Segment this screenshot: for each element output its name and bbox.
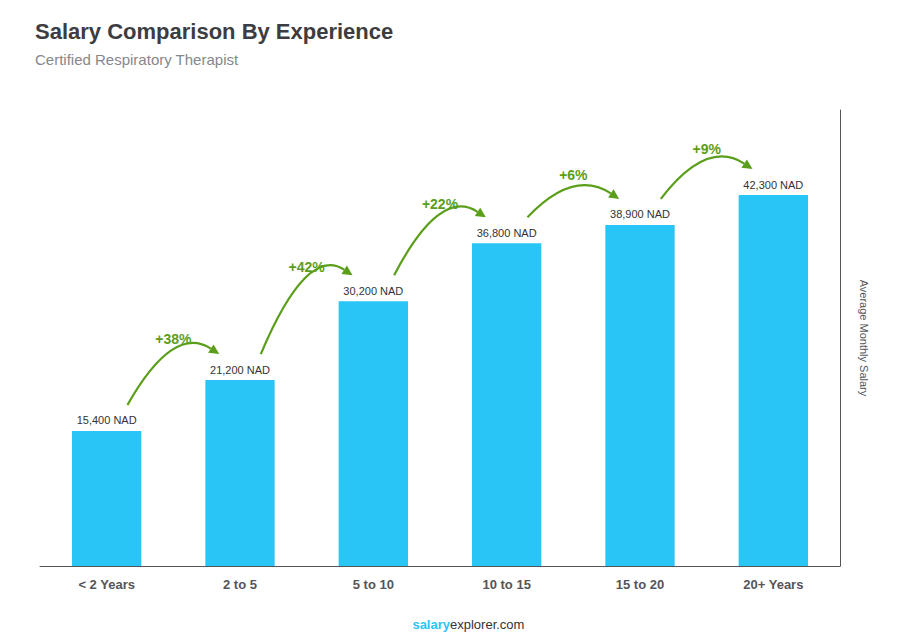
svg-text:10 to 15: 10 to 15 xyxy=(482,577,530,592)
svg-text:2 to 5: 2 to 5 xyxy=(223,577,257,592)
svg-text:15 to 20: 15 to 20 xyxy=(616,577,664,592)
svg-text:42,300 NAD: 42,300 NAD xyxy=(743,179,803,191)
svg-text:+6%: +6% xyxy=(559,167,588,183)
svg-text:Salary Comparison By Experienc: Salary Comparison By Experience xyxy=(35,19,393,44)
svg-text:30,200 NAD: 30,200 NAD xyxy=(343,285,403,297)
svg-text:36,800 NAD: 36,800 NAD xyxy=(477,227,537,239)
svg-text:15,400 NAD: 15,400 NAD xyxy=(77,414,137,426)
svg-text:+42%: +42% xyxy=(289,259,326,275)
svg-text:Average Monthly Salary: Average Monthly Salary xyxy=(858,280,870,397)
svg-text:5 to 10: 5 to 10 xyxy=(353,577,394,592)
svg-text:38,900 NAD: 38,900 NAD xyxy=(610,208,670,220)
svg-text:< 2 Years: < 2 Years xyxy=(78,577,135,592)
svg-text:explorer.com: explorer.com xyxy=(450,617,524,632)
svg-text:20+ Years: 20+ Years xyxy=(743,577,803,592)
svg-text:Certified Respiratory Therapis: Certified Respiratory Therapist xyxy=(35,51,239,68)
svg-text:+38%: +38% xyxy=(155,331,192,347)
svg-text:21,200 NAD: 21,200 NAD xyxy=(210,364,270,376)
svg-text:+22%: +22% xyxy=(422,196,459,212)
svg-text:salary: salary xyxy=(412,617,450,632)
svg-text:+9%: +9% xyxy=(692,141,721,157)
